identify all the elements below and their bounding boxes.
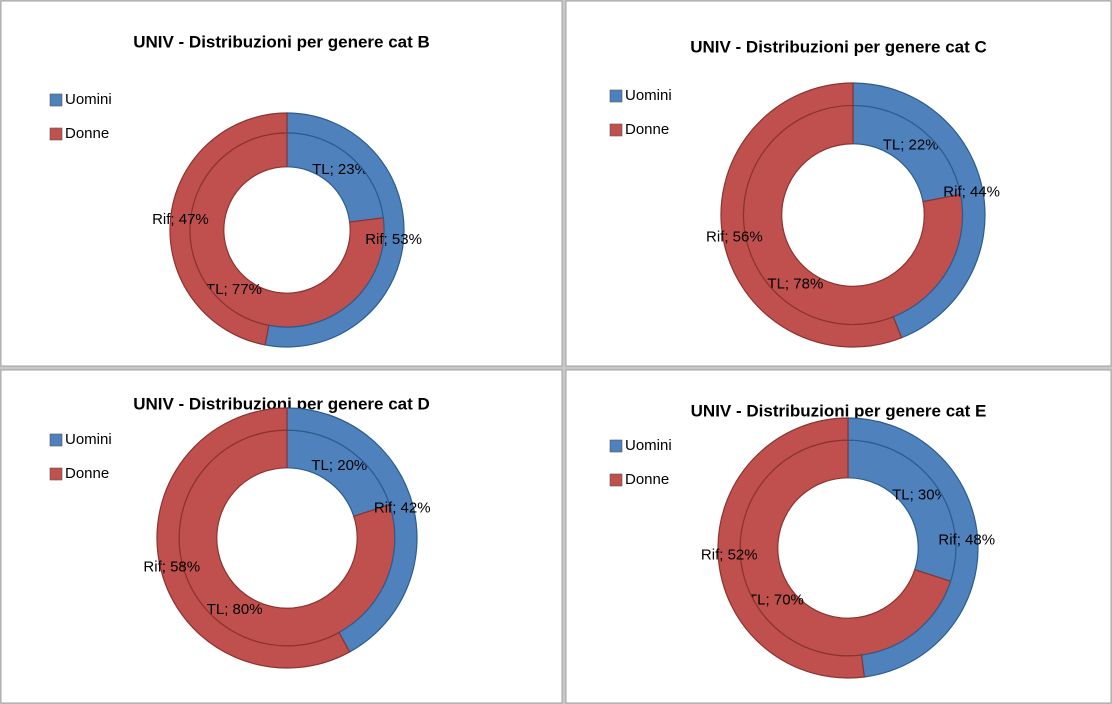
legend-label: Donne (65, 125, 109, 142)
legend-label: Uomini (625, 437, 672, 454)
doughnut-slice (717, 417, 865, 679)
legend-label: Uomini (625, 87, 672, 104)
data-label: Rif; 44% (943, 183, 1000, 200)
legend-swatch (49, 433, 63, 447)
data-label: Rif; 56% (706, 229, 763, 246)
legend-label: Donne (625, 121, 669, 138)
data-label: Rif; 52% (701, 546, 758, 563)
legend-swatch (609, 439, 623, 453)
data-label: TL; 80% (207, 601, 263, 618)
legend-swatch (609, 473, 623, 487)
legend-swatch (49, 93, 63, 107)
legend-swatch (49, 467, 63, 481)
doughnut-slice (720, 82, 903, 348)
chart-title: UNIV - Distribuzioni per genere cat E (691, 401, 987, 420)
doughnut-slice (156, 407, 351, 669)
legend-label: Uomini (65, 91, 112, 108)
data-label: TL; 22% (883, 136, 939, 153)
chart-title: UNIV - Distribuzioni per genere cat D (133, 394, 430, 413)
data-label: Rif; 58% (143, 559, 200, 576)
chart-title: UNIV - Distribuzioni per genere cat C (690, 37, 987, 56)
chart-title: UNIV - Distribuzioni per genere cat B (133, 32, 430, 51)
legend-label: Donne (65, 465, 109, 482)
data-label: TL; 77% (206, 281, 262, 298)
data-label: TL; 78% (767, 276, 823, 293)
data-label: TL; 70% (748, 591, 804, 608)
data-label: TL; 30% (892, 487, 948, 504)
doughnut-slice (169, 112, 288, 346)
data-label: Rif; 47% (152, 211, 209, 228)
data-label: Rif; 53% (365, 231, 422, 248)
data-label: Rif; 42% (374, 499, 431, 516)
data-label: TL; 20% (311, 457, 367, 474)
legend-label: Donne (625, 471, 669, 488)
data-label: Rif; 48% (938, 531, 995, 548)
data-label: TL; 23% (312, 161, 368, 178)
legend-swatch (609, 89, 623, 103)
legend-swatch (49, 127, 63, 141)
legend-label: Uomini (65, 431, 112, 448)
legend-swatch (609, 123, 623, 137)
